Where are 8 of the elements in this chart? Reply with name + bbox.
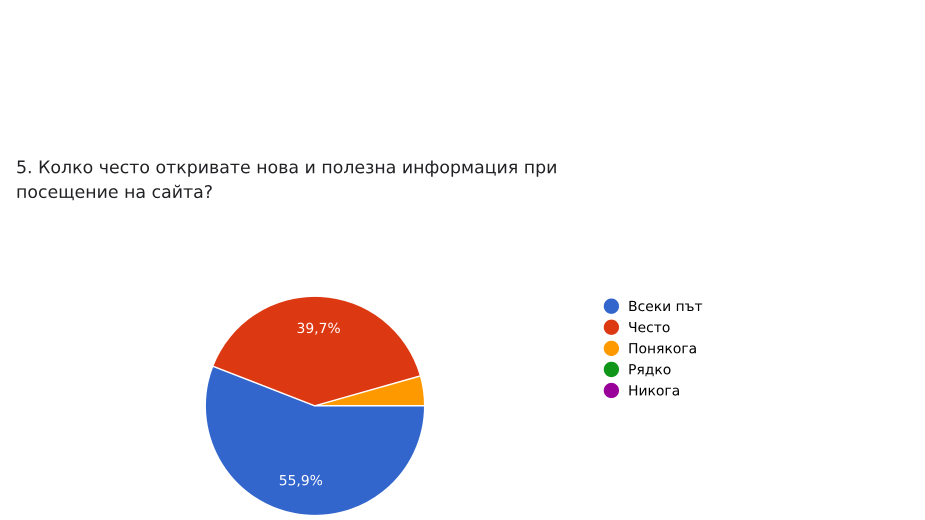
chart-title: 5. Колко често откривате нова и полезна информация при посещение на сайта? [17,160,556,200]
legend-label: Често [629,322,670,332]
data-label: 39,7% [298,322,340,335]
data-label: 55,9% [280,474,322,487]
legend-label: Понякога [629,343,696,354]
legend-label: Всеки път [629,300,702,312]
legend-label: Рядко [629,364,671,376]
legend-label: Никога [629,385,679,396]
